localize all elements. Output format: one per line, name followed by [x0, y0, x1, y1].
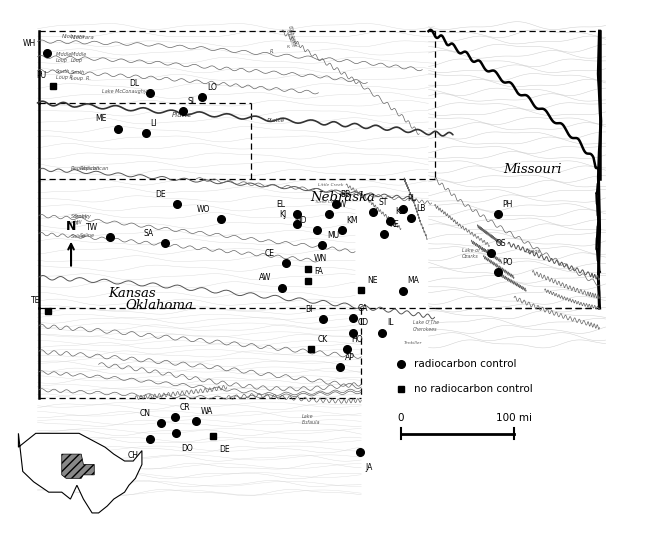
Text: DO: DO	[181, 444, 193, 453]
Text: Niobrara: Niobrara	[62, 34, 86, 40]
Text: Kansas: Kansas	[109, 287, 156, 300]
Text: MA: MA	[408, 277, 420, 286]
Text: Loup: Loup	[71, 58, 83, 63]
Text: PO: PO	[502, 258, 513, 267]
Text: PU: PU	[36, 72, 46, 81]
Text: KE: KE	[389, 219, 398, 229]
Text: Little Creek: Little Creek	[318, 183, 344, 187]
Text: Missouri: Missouri	[503, 163, 562, 176]
Text: HO: HO	[352, 335, 363, 344]
Text: MD: MD	[294, 216, 306, 225]
Text: CR: CR	[180, 403, 190, 412]
Text: IL: IL	[387, 318, 393, 327]
Text: CA: CA	[358, 304, 368, 313]
Text: CD: CD	[358, 318, 369, 327]
Text: WN: WN	[314, 254, 328, 263]
Text: 100 mi: 100 mi	[496, 413, 532, 423]
Text: LI: LI	[150, 119, 157, 128]
Text: WA: WA	[202, 407, 214, 415]
Text: KB: KB	[395, 207, 405, 216]
Text: Middle: Middle	[56, 52, 72, 57]
Text: LB: LB	[416, 203, 426, 213]
Text: KJ: KJ	[279, 210, 286, 219]
Text: radiocarbon control: radiocarbon control	[415, 359, 517, 370]
Text: Middle: Middle	[71, 52, 87, 57]
Text: Loup  R.: Loup R.	[71, 76, 91, 81]
Text: Saline: Saline	[80, 233, 95, 238]
Text: KW: KW	[334, 200, 346, 209]
Text: Republican: Republican	[80, 166, 110, 170]
Text: R.: R.	[293, 43, 299, 48]
Text: SL: SL	[188, 97, 197, 106]
Text: Turtle Creek: Turtle Creek	[315, 200, 341, 204]
Text: CN: CN	[140, 409, 150, 418]
Text: KM: KM	[346, 216, 358, 225]
Text: BI: BI	[305, 305, 313, 314]
Text: Lake O'The: Lake O'The	[413, 320, 439, 325]
Text: Nebraska: Nebraska	[311, 191, 376, 205]
Text: Ozarks: Ozarks	[462, 254, 479, 259]
Text: Platte: Platte	[266, 118, 285, 123]
Text: South: South	[56, 69, 70, 74]
Text: CK: CK	[317, 335, 328, 344]
Text: EL: EL	[276, 200, 285, 209]
Text: Tenkiller: Tenkiller	[404, 341, 422, 345]
Text: Elkhorn: Elkhorn	[285, 28, 295, 48]
Text: R.: R.	[270, 49, 274, 54]
Text: Lake of the: Lake of the	[462, 248, 489, 253]
Text: FA: FA	[314, 267, 323, 276]
Text: Elkhorn: Elkhorn	[287, 25, 296, 44]
Text: DE: DE	[155, 190, 166, 199]
Polygon shape	[62, 454, 94, 478]
Text: Lake McConaughy: Lake McConaughy	[101, 89, 146, 93]
Text: Hill: Hill	[71, 221, 79, 226]
Text: Oklahoma: Oklahoma	[125, 299, 194, 312]
Text: Loup R.: Loup R.	[56, 75, 74, 81]
Text: Eufaula: Eufaula	[302, 420, 320, 426]
Text: CH: CH	[128, 451, 139, 460]
Text: CE: CE	[265, 249, 275, 258]
Text: Loup: Loup	[56, 58, 68, 63]
Text: Osage: Osage	[526, 249, 541, 254]
Text: no radiocarbon control: no radiocarbon control	[415, 384, 533, 394]
Text: Cherokees: Cherokees	[413, 327, 437, 332]
Text: PL: PL	[408, 194, 417, 203]
Text: WO: WO	[196, 205, 210, 214]
Text: SA: SA	[144, 229, 153, 238]
Text: JA: JA	[365, 463, 372, 472]
Text: AP: AP	[345, 353, 356, 362]
Text: ST: ST	[378, 198, 388, 207]
Text: South: South	[71, 70, 85, 75]
Text: AW: AW	[259, 273, 271, 282]
Text: Hill: Hill	[74, 220, 83, 225]
Text: BB: BB	[341, 190, 351, 199]
Text: 0: 0	[398, 413, 404, 423]
Text: Niobrara: Niobrara	[71, 35, 95, 40]
Text: Saline: Saline	[71, 234, 86, 239]
Text: ME: ME	[96, 114, 107, 123]
Text: TE: TE	[31, 296, 40, 305]
Text: R.: R.	[287, 45, 291, 49]
Text: OS: OS	[496, 239, 506, 248]
Text: PH: PH	[502, 200, 513, 209]
Text: DE: DE	[220, 445, 230, 454]
Text: NE: NE	[367, 276, 378, 285]
Polygon shape	[18, 433, 142, 513]
Text: DL: DL	[129, 78, 140, 88]
Text: Platte: Platte	[172, 112, 192, 119]
Text: Smoky: Smoky	[71, 214, 89, 219]
Text: LO: LO	[207, 83, 217, 92]
Text: TW: TW	[86, 223, 99, 232]
Text: Smoky: Smoky	[74, 214, 92, 219]
Text: Lake: Lake	[302, 414, 313, 419]
Text: N: N	[66, 219, 76, 233]
Text: WH: WH	[22, 38, 36, 48]
Text: Republican: Republican	[71, 166, 101, 170]
Text: MU: MU	[327, 231, 339, 240]
